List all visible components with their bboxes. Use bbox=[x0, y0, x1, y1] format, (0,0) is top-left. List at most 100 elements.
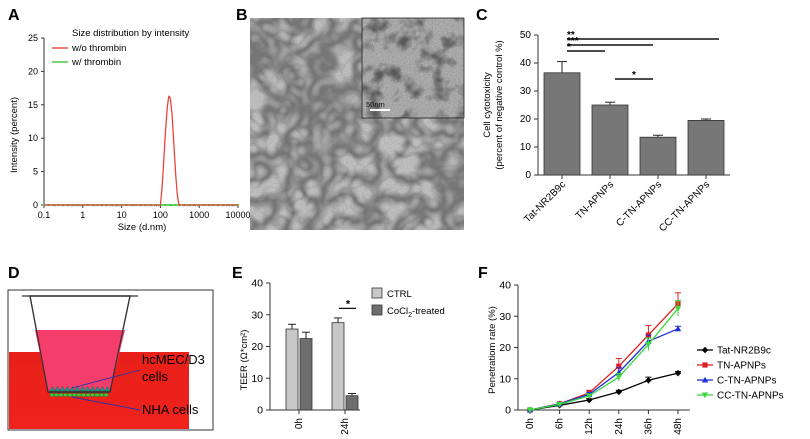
legend-e-swatch-2 bbox=[371, 304, 383, 316]
panel-a-letter: A bbox=[8, 7, 20, 24]
y-tick-label: 20 bbox=[520, 114, 532, 125]
chart-e-legend: CTRL CoCl2-treated bbox=[371, 287, 445, 319]
series-line bbox=[529, 303, 679, 411]
x-tick-label: 10000 bbox=[225, 210, 250, 220]
series-point bbox=[586, 396, 593, 404]
y-tick-label: 0 bbox=[505, 405, 511, 417]
y-tick-label: 10 bbox=[251, 373, 263, 385]
x-tick-label: 24h bbox=[340, 418, 351, 435]
x-tick-label: 1 bbox=[80, 210, 85, 220]
chart-c-ylabel: Cell cytotoxicity bbox=[482, 72, 493, 138]
nha-cells bbox=[49, 393, 109, 397]
bar bbox=[299, 338, 313, 411]
legend-a-label-1: w/o thrombin bbox=[71, 43, 126, 54]
series-point bbox=[586, 393, 593, 400]
significance-label: * bbox=[632, 70, 636, 81]
panel-b: B 50nm bbox=[236, 7, 465, 230]
chart-f-ylabel: Penetratiom rate (%) bbox=[487, 306, 498, 394]
label-hcmec: hcMEC/D3 bbox=[142, 352, 205, 367]
nha-cell bbox=[49, 393, 55, 397]
series-point bbox=[674, 305, 682, 312]
y-tick-label: 20 bbox=[251, 341, 263, 353]
chart-f-axes: 0 10 20 30 40 0h 6h 12h 24h 36h 48h bbox=[499, 280, 690, 435]
scale-bar-label: 50nm bbox=[366, 100, 385, 109]
hcmec-cell bbox=[59, 386, 66, 392]
panel-e: E 0 10 20 30 40 0h 24h * TEER (Ω*cm²) CTRL CoC… bbox=[232, 265, 445, 435]
hcmec-cell bbox=[99, 386, 106, 392]
legend-swatch-marker bbox=[701, 376, 709, 383]
x-tick-label: 48h bbox=[673, 418, 684, 435]
label-nha: NHA cells bbox=[142, 402, 199, 417]
series-point-w-thrombin bbox=[173, 203, 177, 207]
pointer-nha bbox=[71, 396, 141, 411]
bar bbox=[591, 104, 629, 176]
series-point bbox=[674, 369, 682, 377]
nha-cell bbox=[76, 393, 82, 397]
x-tick-label: 6h bbox=[555, 418, 566, 429]
chart-a-title: Size distribution by intensity bbox=[72, 28, 189, 39]
x-tick-label: 12h bbox=[584, 418, 595, 435]
x-tick-label: 0h bbox=[294, 418, 305, 429]
series-point bbox=[615, 374, 622, 381]
nha-cell bbox=[58, 393, 64, 397]
panel-d: D hcMEC/D3 cells NHA cells bbox=[7, 265, 214, 431]
y-tick-label: 30 bbox=[520, 86, 532, 97]
panel-f-letter: F bbox=[478, 265, 488, 282]
y-tick-label: 40 bbox=[520, 58, 532, 69]
chart-c-ylabel-2: (percent of negative control %) bbox=[494, 40, 505, 169]
hcmec-cell bbox=[74, 386, 81, 392]
x-tick-label: TN-APNPs bbox=[574, 179, 616, 221]
legend-label: TN-APNPs bbox=[717, 361, 766, 372]
legend-label: C-TN-APNPs bbox=[717, 376, 776, 387]
panel-d-letter: D bbox=[8, 265, 20, 282]
legend-swatch-marker bbox=[701, 392, 709, 399]
hcmec-cell bbox=[64, 386, 71, 392]
chart-a-legend: w/o thrombin w/ thrombin bbox=[52, 43, 126, 68]
legend-swatch-marker bbox=[701, 346, 709, 354]
y-tick-label: 20 bbox=[28, 66, 38, 76]
y-tick-label: 5 bbox=[33, 167, 38, 177]
bar bbox=[331, 322, 345, 411]
chart-a-plot bbox=[42, 95, 240, 207]
y-tick-label: 0 bbox=[257, 405, 263, 417]
hcmec-cell bbox=[49, 386, 56, 392]
series-point bbox=[616, 363, 622, 369]
upper-well-medium bbox=[35, 330, 125, 392]
panel-e-letter: E bbox=[232, 265, 243, 282]
hcmec-cell bbox=[69, 386, 76, 392]
x-tick-label: C-TN-APNPs bbox=[614, 179, 664, 229]
nha-cell bbox=[63, 393, 68, 397]
series-point-w-thrombin bbox=[169, 203, 172, 207]
x-tick-label: 36h bbox=[643, 418, 654, 435]
y-tick-label: 50 bbox=[520, 30, 532, 41]
hcmec-cell bbox=[54, 386, 61, 392]
x-tick-label: 10 bbox=[117, 210, 127, 220]
significance-label: * bbox=[346, 298, 351, 310]
nha-cell bbox=[54, 393, 59, 397]
x-tick-label: Tat-NR2B9c bbox=[522, 179, 568, 225]
chart-a-ylabel: Intensity (percent) bbox=[9, 97, 20, 173]
hcmec-cell bbox=[89, 386, 96, 392]
hcmec-cell bbox=[79, 386, 86, 392]
tem-image: 50nm bbox=[250, 17, 465, 230]
significance-label: *** bbox=[567, 36, 579, 47]
chart-e-ylabel: TEER (Ω*cm²) bbox=[239, 330, 250, 391]
x-tick-label: 0h bbox=[525, 418, 536, 429]
significance-label: * bbox=[567, 42, 571, 53]
series-line-wo-thrombin bbox=[44, 95, 238, 206]
series-point bbox=[526, 407, 534, 414]
chart-e-plot: 0h 24h * bbox=[285, 298, 359, 435]
hcmec-cells bbox=[49, 386, 111, 392]
bar bbox=[285, 328, 299, 411]
x-tick-label: 100 bbox=[153, 210, 168, 220]
nha-cell bbox=[99, 393, 104, 397]
y-tick-label: 0 bbox=[525, 170, 531, 181]
label-hcmec-cells: cells bbox=[142, 369, 169, 384]
panel-c: C 0 10 20 30 40 50 Tat-NR2B9c TN-APNPsC-TN-APN… bbox=[476, 7, 730, 234]
series-line bbox=[529, 328, 679, 411]
y-tick-label: 10 bbox=[28, 133, 38, 143]
pointer-hcmec bbox=[71, 369, 141, 389]
nha-cell bbox=[94, 393, 100, 397]
x-tick-label: 24h bbox=[614, 418, 625, 435]
chart-f-plot bbox=[526, 292, 682, 414]
